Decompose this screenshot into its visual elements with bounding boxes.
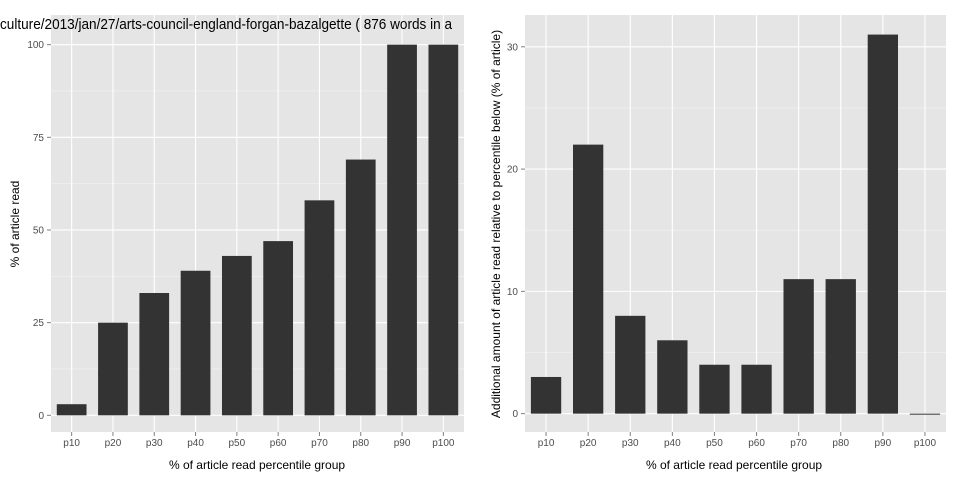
x-tick-label: p90 — [875, 438, 892, 449]
bar-p60 — [741, 364, 772, 414]
y-tick-label: 0 — [512, 409, 518, 420]
y-axis: 0 10 20 30 — [507, 42, 525, 420]
x-tick-label: p80 — [352, 438, 369, 449]
bar-p10 — [530, 376, 562, 414]
bar-p70 — [783, 279, 814, 414]
chart-2: 0 10 20 30 p10 p20 p30 p40 p50 p60 p70 p80 p90 p100 % … — [489, 15, 946, 472]
x-axis: p10 p20 p30 p40 p50 p60 p70 p80 p90 p100 — [63, 432, 455, 449]
x-tick-label: p90 — [394, 438, 411, 449]
x-tick-label: p30 — [146, 438, 163, 449]
x-tick-label: p60 — [748, 438, 765, 449]
x-tick-label: p70 — [790, 438, 807, 449]
x-tick-label: p20 — [580, 438, 597, 449]
bar-p50 — [699, 364, 730, 414]
bar-p40 — [180, 270, 211, 416]
x-tick-label: p40 — [664, 438, 681, 449]
x-tick-label: p50 — [229, 438, 246, 449]
bar-p100 — [909, 413, 941, 415]
y-axis-title: % of article read — [8, 181, 22, 268]
bar-p90 — [387, 44, 417, 416]
y-tick-label: 25 — [33, 318, 45, 329]
bar-p60 — [263, 241, 294, 416]
bar-p50 — [221, 255, 252, 416]
y-tick-label: 10 — [507, 287, 519, 298]
y-tick-label: 75 — [33, 133, 45, 144]
y-tick-label: 50 — [33, 225, 45, 236]
x-tick-label: p10 — [63, 438, 80, 449]
bar-p70 — [304, 200, 335, 416]
y-axis-title: Additional amount of article read relati… — [489, 30, 503, 418]
chart-title: culture/2013/jan/27/arts-council-england… — [0, 16, 453, 33]
y-tick-label: 20 — [507, 165, 519, 176]
bar-p90 — [867, 34, 899, 414]
x-axis-title: % of article read percentile group — [646, 458, 822, 472]
x-tick-label: p50 — [706, 438, 723, 449]
x-tick-label: p80 — [832, 438, 849, 449]
y-axis: 0 25 50 75 100 — [27, 40, 51, 422]
bars — [530, 34, 941, 415]
bar-p10 — [56, 404, 87, 416]
y-tick-label: 100 — [27, 40, 44, 51]
x-axis-title: % of article read percentile group — [169, 458, 345, 472]
x-tick-label: p10 — [538, 438, 555, 449]
bar-p30 — [139, 293, 170, 416]
bars — [56, 44, 459, 416]
x-tick-label: p100 — [432, 438, 455, 449]
bar-p80 — [825, 279, 856, 414]
y-tick-label: 30 — [507, 42, 519, 53]
y-tick-label: 0 — [38, 411, 44, 422]
bar-p20 — [98, 322, 128, 416]
x-axis: p10 p20 p30 p40 p50 p60 p70 p80 p90 p100 — [538, 432, 937, 449]
x-tick-label: p40 — [187, 438, 204, 449]
bar-p30 — [615, 315, 646, 414]
bar-p80 — [345, 159, 376, 416]
bar-p40 — [657, 340, 688, 414]
bar-p100 — [428, 44, 459, 416]
x-tick-label: p70 — [311, 438, 328, 449]
bar-p20 — [572, 144, 604, 414]
x-tick-label: p60 — [270, 438, 287, 449]
x-tick-label: p30 — [622, 438, 639, 449]
x-tick-label: p20 — [105, 438, 122, 449]
x-tick-label: p100 — [914, 438, 937, 449]
